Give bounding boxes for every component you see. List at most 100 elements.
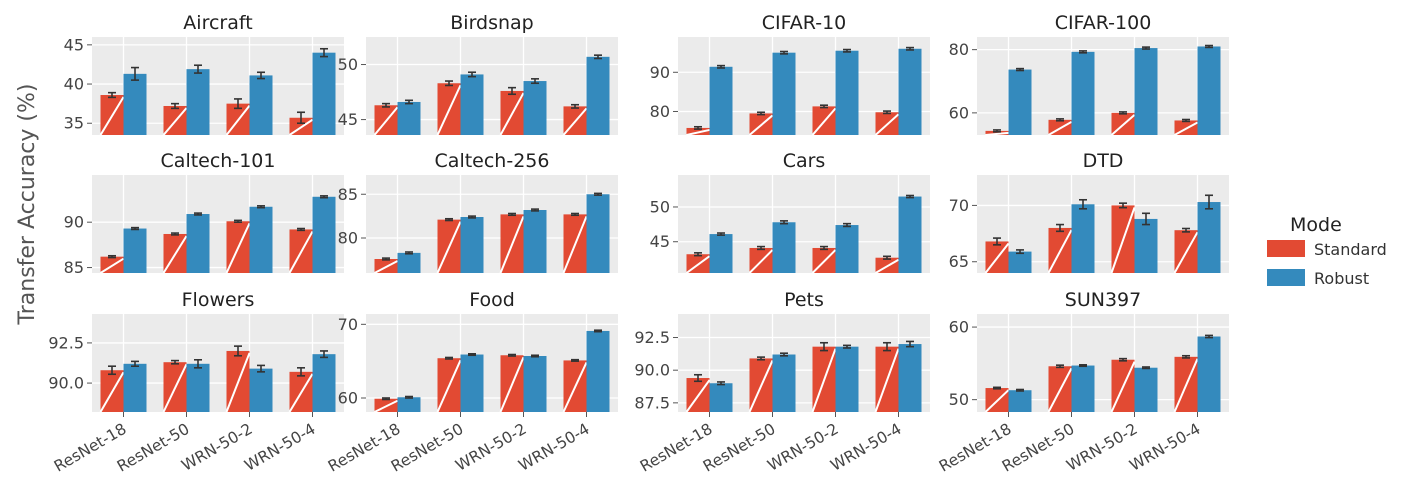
bars (99, 345, 336, 412)
bar-hatch (562, 215, 588, 273)
panel-caltech-256: 80 85 Caltech-256 (338, 150, 618, 273)
panel-caltech-101: 85 90 Caltech-101 (64, 150, 344, 277)
bar-robust-resnet-50 (186, 69, 210, 135)
bar-robust-resnet-50 (772, 222, 796, 273)
y-tick-label: 70 (338, 315, 358, 334)
bar-hatch (748, 360, 774, 412)
bar-hatch (162, 235, 188, 273)
y-tick-label: 60 (338, 389, 358, 408)
x-tick-label: WRN-50-4 (242, 420, 319, 475)
bar-robust-resnet-18 (123, 228, 147, 273)
bar-robust-wrn-50-2 (249, 368, 273, 412)
bar-robust-wrn-50-2 (1134, 48, 1158, 135)
y-tick-label: 40 (64, 75, 84, 94)
panel-title: Flowers (182, 289, 255, 311)
bar-hatch (1110, 361, 1136, 412)
y-axis-label: Transfer Accuracy (%) (15, 84, 40, 326)
x-tick-label: WRN-50-2 (1064, 420, 1141, 475)
y-tick-label: 50 (650, 197, 670, 216)
bar-hatch (1174, 121, 1198, 135)
bar-hatch (499, 215, 525, 273)
y-tick-label: 45 (64, 35, 84, 54)
bar-hatch (288, 230, 314, 273)
bar-hatch (162, 107, 188, 135)
bar-robust-resnet-50 (772, 354, 796, 412)
bar-robust-wrn-50-4 (898, 196, 922, 273)
y-tick-label: 60 (949, 318, 969, 337)
bar-hatch (162, 363, 188, 412)
bar-robust-wrn-50-2 (1134, 367, 1158, 412)
bar-hatch (874, 348, 900, 412)
bar-hatch (499, 92, 525, 135)
y-tick-label: 50 (949, 390, 969, 409)
panel-cars: 45 50 Cars (650, 150, 930, 273)
legend: Mode Standard Robust (1267, 214, 1387, 288)
bar-hatch (685, 379, 711, 412)
bar-robust-wrn-50-4 (586, 330, 610, 412)
bar-robust-resnet-18 (1008, 390, 1032, 412)
bars (686, 46, 922, 135)
x-tick-label: ResNet-50 (700, 420, 778, 476)
bar-robust-wrn-50-4 (312, 354, 336, 412)
bar-robust-wrn-50-2 (835, 50, 859, 135)
y-tick-label: 92.5 (48, 333, 84, 352)
bar-hatch (374, 260, 398, 273)
bar-robust-wrn-50-4 (898, 48, 922, 135)
y-tick-label: 90 (650, 63, 670, 82)
y-tick-label: 65 (949, 252, 969, 271)
bar-robust-wrn-50-4 (1197, 336, 1221, 412)
panel-cifar-10: 80 90 CIFAR-10 (650, 12, 930, 135)
bar-hatch (225, 222, 251, 273)
bar-hatch (288, 373, 314, 412)
bar-robust-resnet-50 (1071, 51, 1095, 135)
panel-title: Birdsnap (450, 12, 534, 34)
panel-food: 6070FoodResNet-18ResNet-50WRN-50-2WRN-50… (325, 289, 618, 476)
panel-title: Pets (784, 289, 824, 311)
y-tick-label: 90.0 (634, 361, 670, 380)
bar-hatch (748, 114, 774, 135)
bars (984, 194, 1221, 273)
bar-robust-wrn-50-4 (312, 52, 336, 135)
bar-robust-wrn-50-2 (835, 225, 859, 273)
bar-robust-wrn-50-4 (1197, 46, 1221, 135)
bars (985, 44, 1221, 135)
legend-title: Mode (1290, 214, 1342, 236)
panel-title: Caltech-256 (435, 150, 550, 172)
panel-title: CIFAR-10 (762, 12, 847, 34)
bars (984, 334, 1221, 412)
bar-hatch (811, 107, 837, 135)
y-tick-label: 85 (64, 258, 84, 277)
bars (99, 47, 336, 135)
bar-hatch (374, 399, 398, 412)
bar-robust-resnet-18 (397, 397, 421, 412)
bar-hatch (811, 249, 837, 273)
panel-birdsnap: 45 50 Birdsnap (338, 12, 618, 135)
bars (374, 192, 610, 273)
bar-robust-resnet-50 (460, 354, 484, 412)
panel-flowers: 90.092.5FlowersResNet-18ResNet-50WRN-50-… (48, 289, 344, 476)
bar-robust-resnet-50 (186, 214, 210, 273)
legend-label-standard: Standard (1314, 240, 1387, 259)
bar-robust-resnet-18 (709, 383, 733, 412)
bar-hatch (685, 255, 711, 273)
bar-robust-wrn-50-2 (249, 75, 273, 135)
bar-hatch (1173, 231, 1199, 273)
legend-swatch-standard (1267, 240, 1305, 257)
bars (99, 195, 336, 273)
bar-hatch (748, 249, 774, 273)
bar-hatch (436, 84, 462, 135)
bar-robust-resnet-18 (709, 66, 733, 135)
x-tick-label: WRN-50-4 (516, 420, 593, 475)
bar-robust-resnet-18 (1008, 69, 1032, 135)
bar-hatch (562, 362, 588, 412)
bar-robust-resnet-18 (123, 73, 147, 135)
panel-title: Cars (783, 150, 826, 172)
bar-hatch (874, 258, 900, 273)
y-tick-label: 85 (338, 185, 358, 204)
x-tick-label: WRN-50-2 (453, 420, 530, 475)
bar-robust-resnet-18 (397, 101, 421, 135)
y-tick-label: 45 (338, 110, 358, 129)
x-tick-label: WRN-50-2 (765, 420, 842, 475)
bar-hatch (373, 106, 399, 135)
